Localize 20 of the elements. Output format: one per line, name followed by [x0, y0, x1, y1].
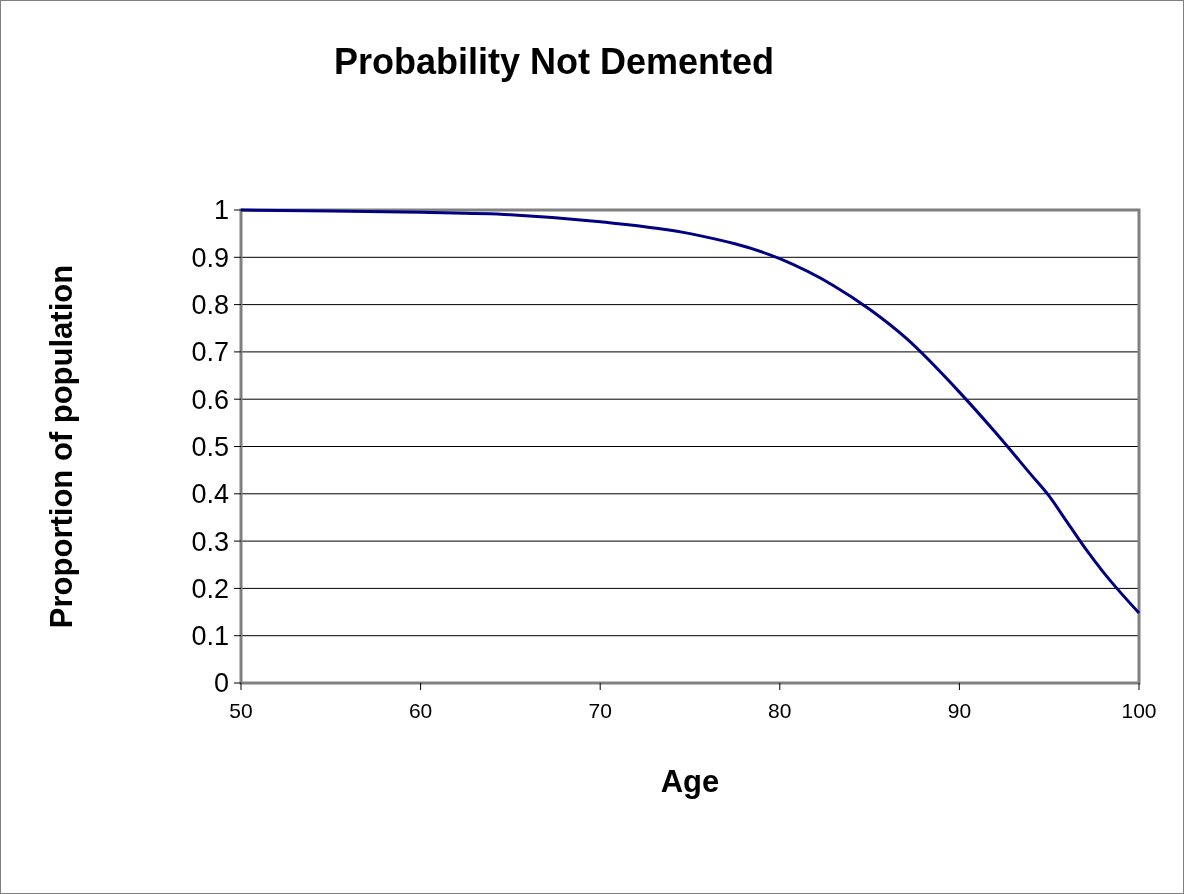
y-tick-label: 0.4: [191, 479, 229, 510]
y-tick-label: 0.5: [191, 431, 229, 462]
y-tick-label: 0.6: [191, 384, 229, 415]
y-tick-label: 0.7: [191, 337, 229, 368]
x-tick-label: 70: [588, 699, 612, 722]
x-tick-label: 100: [1121, 699, 1157, 722]
y-axis-title: Proportion of population: [44, 264, 79, 629]
y-tick-label: 0: [213, 668, 229, 699]
x-tick-label: 60: [408, 699, 433, 722]
y-tick-label: 0.9: [191, 242, 229, 273]
y-tick-label: 0.3: [191, 526, 229, 557]
x-tick-label: 90: [947, 699, 972, 722]
chart-title: Probability Not Demented: [333, 41, 775, 82]
y-tick-label: 1: [213, 195, 229, 226]
y-tick-label: 0.1: [191, 621, 229, 652]
x-tick-label: 80: [768, 699, 792, 722]
y-tick-label: 0.2: [191, 573, 229, 604]
y-tick-label: 0.8: [191, 290, 229, 321]
x-axis-title: Age: [660, 764, 720, 799]
x-tick-label: 50: [229, 699, 253, 722]
